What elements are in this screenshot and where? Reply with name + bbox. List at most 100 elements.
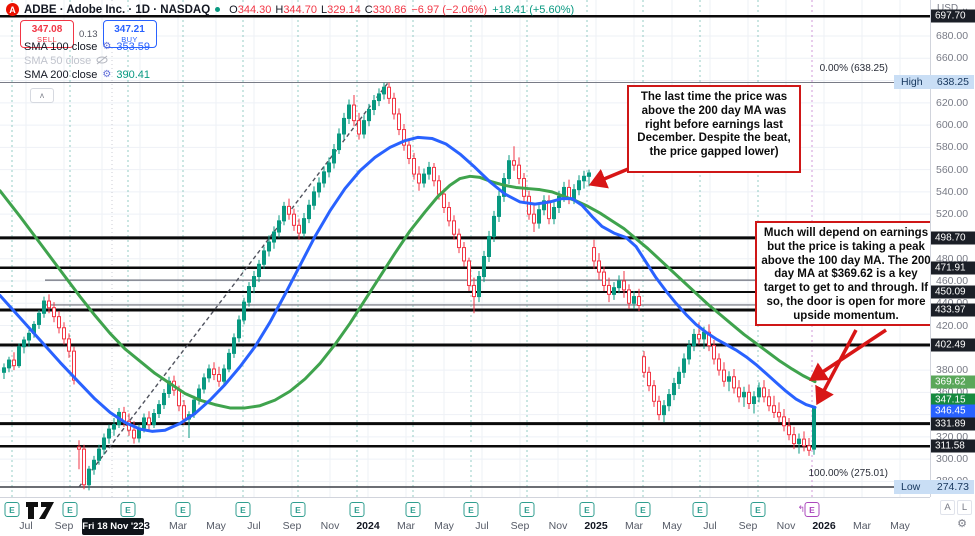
buy-button[interactable]: 347.21 BUY [102, 20, 157, 48]
price-tick: 460.00 [936, 274, 969, 287]
candle-body [332, 149, 336, 164]
legend-collapse-button[interactable]: ʌ [30, 88, 54, 103]
candle-body [572, 189, 576, 200]
candle-body [407, 144, 411, 159]
indicator-row[interactable]: SMA 100 close ⚙ 353.59 [24, 40, 150, 54]
candle-body [227, 352, 231, 370]
candle-body [732, 376, 736, 389]
candle-body [377, 93, 381, 102]
earnings-badge[interactable]: E [290, 502, 306, 517]
annotation-arrow [809, 328, 887, 381]
time-tick: Mar [168, 520, 188, 532]
earnings-badge[interactable]: E [175, 502, 191, 517]
candle-body [352, 104, 356, 122]
time-tick: 2024 [356, 520, 380, 532]
candle-body [297, 224, 301, 234]
candle-body [262, 250, 266, 265]
auto-scale-button[interactable]: A [940, 500, 955, 515]
candle-body [577, 180, 581, 191]
earnings-badge[interactable]: E [635, 502, 651, 517]
earnings-badge[interactable]: E [349, 502, 365, 517]
symbol-title[interactable]: ADBE · Adobe Inc. · 1D · NASDAQ [24, 3, 211, 16]
earnings-badge[interactable]: E [750, 502, 766, 517]
candle-body [242, 301, 246, 321]
candle-body [437, 180, 441, 195]
indicator-settings-gear-icon[interactable]: ⚙ [102, 69, 112, 80]
upcoming-earnings-arrow-icon: ↰ [797, 504, 805, 514]
candle-body [327, 162, 331, 173]
log-scale-button[interactable]: L [957, 500, 972, 515]
market-status-icon [215, 7, 221, 12]
candle-body [557, 195, 561, 208]
candle-body [442, 193, 446, 208]
indicator-row[interactable]: SMA 200 close ⚙ 390.41 [24, 68, 150, 82]
price-tick: 560.00 [936, 163, 969, 176]
level-price-label: 450.09 [931, 285, 975, 299]
candle-body [647, 371, 651, 387]
candle-body [422, 173, 426, 184]
candle-body [392, 97, 396, 115]
earnings-badge[interactable]: E [463, 502, 479, 517]
candle-body [277, 220, 281, 233]
axis-corner: A L ⚙ [930, 497, 975, 536]
earnings-badge[interactable]: E [235, 502, 251, 517]
earnings-badge[interactable]: E [519, 502, 535, 517]
level-price-label: 471.91 [931, 261, 975, 275]
time-axis[interactable]: Fri 18 Nov '22 Jul Sep 3 Mar May Jul Sep Nov 202… [0, 497, 975, 536]
trendline [78, 82, 389, 488]
indicator-settings-gear-icon[interactable]: ⚙ [102, 41, 112, 52]
price-tick: 540.00 [936, 185, 969, 198]
indicator-row[interactable]: SMA 50 close [24, 54, 150, 68]
candle-body [767, 396, 771, 407]
candle-body [112, 424, 116, 430]
time-tick: Jul [703, 520, 717, 532]
candle-body [687, 345, 691, 360]
price-tick: 380.00 [936, 364, 969, 377]
candle-body [17, 346, 21, 367]
candle-body [627, 289, 631, 304]
candle-body [257, 263, 261, 278]
candle-body [162, 392, 166, 406]
candle-body [467, 260, 471, 286]
candle-body [797, 438, 801, 445]
earnings-badge[interactable]: E [4, 502, 20, 517]
earnings-badge[interactable]: E [405, 502, 421, 517]
candle-body [677, 371, 681, 384]
upcoming-earnings-badge[interactable]: E [804, 502, 820, 517]
candle-body [97, 448, 101, 461]
axis-settings-gear-icon[interactable]: ⚙ [957, 518, 967, 530]
candle-body [382, 86, 386, 95]
eye-off-icon[interactable] [96, 55, 108, 68]
candle-body [612, 287, 616, 295]
candle-body [287, 205, 291, 215]
candle-body [87, 468, 91, 486]
candle-body [462, 247, 466, 262]
time-tick: Nov [776, 520, 796, 532]
spread-value: 0.13 [74, 28, 103, 40]
candle-body [762, 387, 766, 398]
tradingview-logo[interactable] [24, 498, 64, 522]
time-tick: Jul [19, 520, 33, 532]
candle-body [812, 406, 816, 450]
earnings-badge[interactable]: E [62, 502, 78, 517]
candle-body [412, 157, 416, 175]
candle-body [667, 394, 671, 407]
symbol-legend[interactable]: A ADBE · Adobe Inc. · 1D · NASDAQ O344.3… [6, 2, 574, 17]
sell-button[interactable]: 347.08 SELL [20, 20, 74, 48]
earnings-badge[interactable]: E [692, 502, 708, 517]
candle-body [202, 377, 206, 390]
change-value: −6.97 (−2.06%) [411, 3, 488, 16]
candle-body [807, 445, 811, 451]
candle-body [662, 405, 666, 416]
currency-label[interactable]: USD ⌄ [937, 3, 970, 14]
candle-body [22, 339, 26, 348]
level-price-label: 402.49 [931, 338, 975, 352]
earnings-badge[interactable]: E [120, 502, 136, 517]
earnings-badge[interactable]: E [579, 502, 595, 517]
ma-price-label: 347.15 [931, 393, 975, 407]
candle-body [632, 296, 636, 304]
candle-body [537, 209, 541, 224]
fib-100-label: 100.00% (275.01) [808, 468, 888, 479]
candle-body [672, 382, 676, 396]
chart-pane[interactable]: A ADBE · Adobe Inc. · 1D · NASDAQ O344.3… [0, 0, 930, 497]
